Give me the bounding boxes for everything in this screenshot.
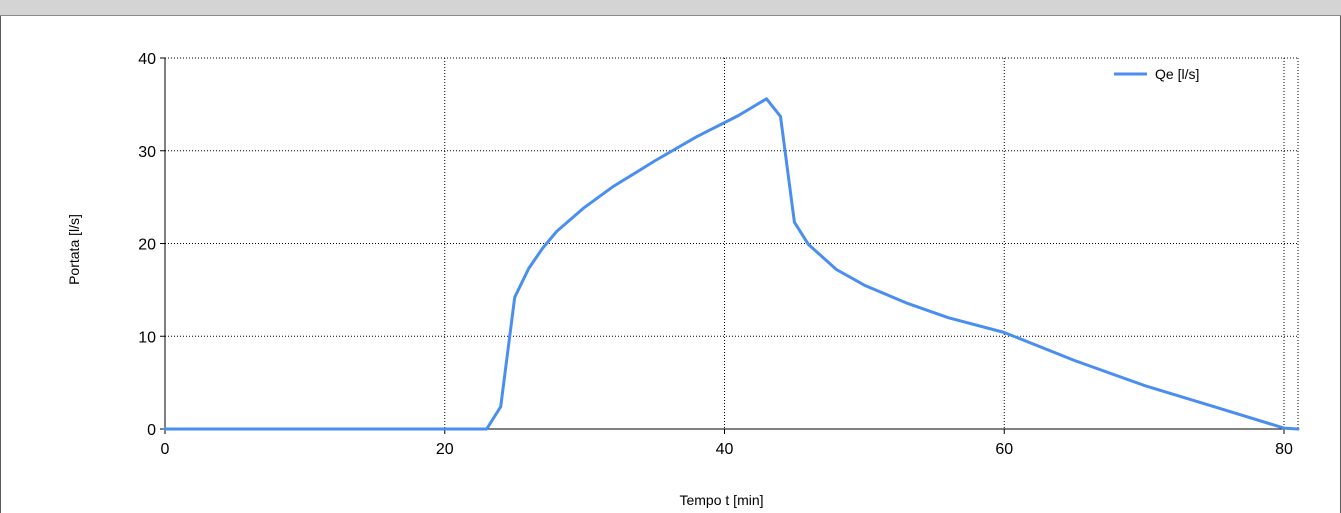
y-tick-label: 10 [138, 329, 156, 346]
series-lines [163, 97, 1300, 431]
top-toolbar-strip [0, 0, 1341, 16]
x-tick-label: 40 [716, 441, 734, 458]
line-chart: 0 20 40 60 80 0 10 20 30 40 Qe [l/s] Tempo t [min… [66, 51, 1300, 508]
y-tick-label: 0 [147, 422, 156, 439]
y-axis-title: Portata [l/s] [66, 214, 82, 285]
legend: Qe [l/s] [1114, 66, 1199, 82]
x-tick-label: 80 [1275, 441, 1293, 458]
x-tick-label: 0 [161, 441, 170, 458]
y-tick-label: 30 [138, 144, 156, 161]
y-tick-label: 20 [138, 237, 156, 254]
x-axis-title: Tempo t [min] [679, 492, 763, 508]
grid-lines [165, 57, 1299, 429]
chart-panel: 0 20 40 60 80 0 10 20 30 40 Qe [l/s] Tempo t [min… [0, 16, 1341, 513]
legend-label: Qe [l/s] [1155, 66, 1199, 82]
series-line [163, 97, 1300, 431]
y-tick-label: 40 [138, 51, 156, 68]
x-tick-label: 20 [436, 441, 454, 458]
axes: 0 20 40 60 80 0 10 20 30 40 [138, 51, 1298, 458]
x-tick-label: 60 [995, 441, 1013, 458]
